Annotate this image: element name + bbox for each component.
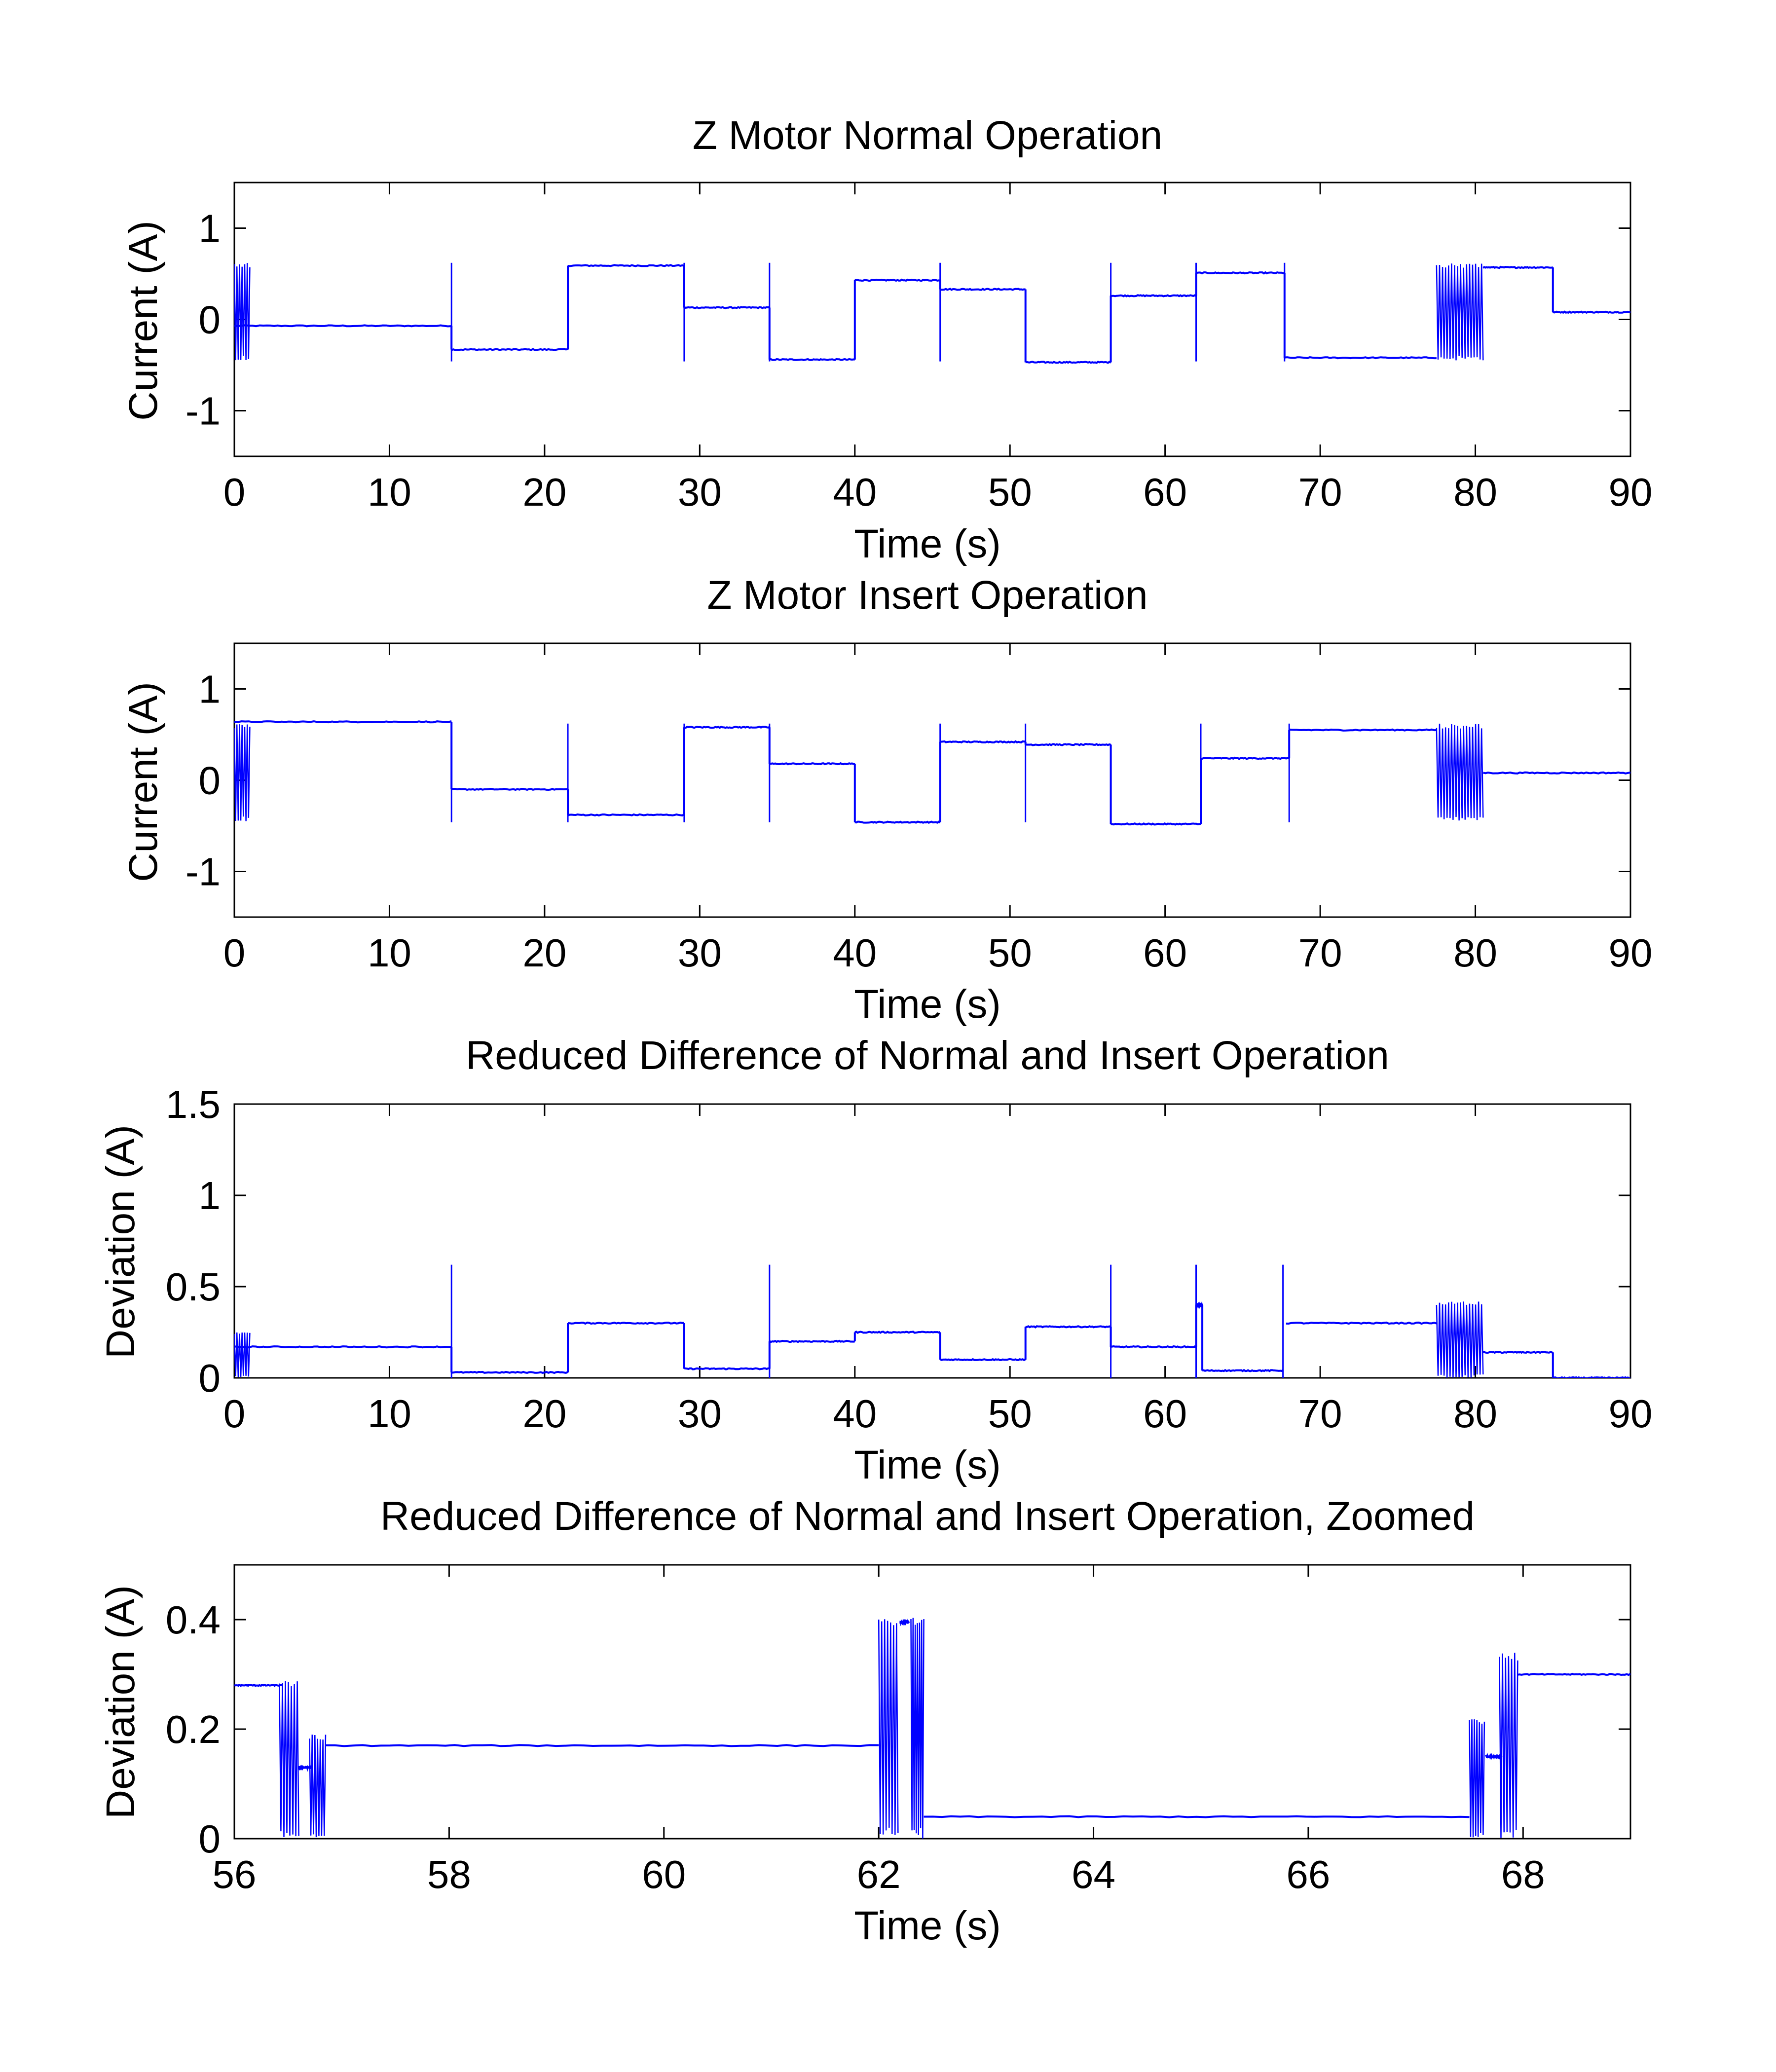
x-tick-label: 60	[1143, 1392, 1187, 1436]
y-tick-label: 0.4	[166, 1598, 221, 1642]
oscillation-band	[1499, 1653, 1518, 1838]
x-tick-label: 70	[1298, 470, 1342, 514]
axes-frame	[233, 1564, 1631, 1840]
x-tick-label: 66	[1286, 1852, 1330, 1896]
x-tick-label: 20	[522, 470, 566, 514]
plot-2: 0 10 20 30 40 50 60 70 80 90-101	[185, 642, 1653, 975]
x-tick-label: 60	[1143, 931, 1187, 975]
x-tick-label: 80	[1453, 1392, 1497, 1436]
y-tick-label: 0	[199, 1356, 221, 1400]
oscillation-band	[234, 724, 251, 821]
y-tick-label: 1.5	[166, 1082, 221, 1126]
x-tick-label: 50	[988, 470, 1032, 514]
x-tick-label: 10	[368, 470, 411, 514]
subplot-normal-operation: Z Motor Normal Operation Time (s) Curren…	[121, 113, 1162, 566]
trace-group	[234, 720, 1630, 826]
x-tick-label: 70	[1298, 1392, 1342, 1436]
y-axis-label-1: Current (A)	[121, 221, 166, 421]
chart-title-3: Reduced Difference of Normal and Insert …	[466, 1033, 1389, 1078]
y-tick-label: -1	[185, 850, 221, 894]
x-tick-label: 56	[213, 1852, 257, 1896]
chart-title-1: Z Motor Normal Operation	[693, 113, 1162, 158]
x-tick-label: 80	[1453, 470, 1497, 514]
y-tick-label: -1	[185, 389, 221, 433]
plot-3: 0 10 20 30 40 50 60 70 80 90 0 0.5 1 1.5	[166, 1082, 1653, 1436]
plot-1: 0 10 20 30 40 50 60 70 80 90-101	[185, 182, 1653, 514]
x-axis-label-2: Time (s)	[854, 982, 1001, 1027]
x-tick-label: 40	[833, 931, 877, 975]
oscillation-band	[1469, 1719, 1485, 1838]
x-axis-label-4: Time (s)	[854, 1903, 1001, 1948]
x-tick-label: 10	[368, 1392, 411, 1436]
oscillation-band	[309, 1735, 327, 1838]
x-tick-label: 68	[1501, 1852, 1545, 1896]
oscillation-band	[878, 1619, 899, 1835]
x-axis-label-3: Time (s)	[854, 1443, 1001, 1487]
x-tick-label: 90	[1609, 931, 1653, 975]
x-axis-label-1: Time (s)	[854, 521, 1001, 566]
oscillation-band	[234, 262, 251, 361]
oscillation-band	[1436, 263, 1484, 361]
oscillation-band	[1436, 723, 1484, 821]
subplot-insert-operation: Z Motor Insert Operation Time (s) Curren…	[121, 573, 1148, 1027]
x-tick-label: 60	[642, 1852, 686, 1896]
oscillation-band	[234, 1332, 251, 1377]
x-tick-label: 50	[988, 931, 1032, 975]
y-tick-label: 0	[199, 1817, 221, 1861]
trace-group	[234, 1618, 1630, 1839]
x-tick-label: 20	[522, 931, 566, 975]
x-tick-label: 90	[1609, 470, 1653, 514]
x-tick-label: 64	[1072, 1852, 1115, 1896]
subplot-reduced-difference: Reduced Difference of Normal and Insert …	[98, 1033, 1389, 1487]
subplot-reduced-difference-zoomed: Reduced Difference of Normal and Insert …	[98, 1494, 1475, 1948]
x-tick-label: 10	[368, 931, 411, 975]
x-tick-label: 30	[678, 931, 722, 975]
y-tick-label: 0.5	[166, 1265, 221, 1309]
chart-title-4: Reduced Difference of Normal and Insert …	[380, 1494, 1475, 1539]
x-tick-label: 20	[522, 1392, 566, 1436]
x-tick-label: 40	[833, 1392, 877, 1436]
x-tick-label: 90	[1609, 1392, 1653, 1436]
plot-4: 56 58 60 62 64 66 68 0 0.2 0.4	[166, 1564, 1631, 1896]
y-tick-label: 1	[199, 1174, 221, 1218]
x-tick-label: 0	[223, 470, 246, 514]
y-tick-label: 0.2	[166, 1707, 221, 1751]
axes-frame	[233, 1103, 1631, 1379]
trace-group	[234, 262, 1630, 364]
y-tick-label: 1	[199, 207, 221, 251]
y-tick-label: 0	[199, 759, 221, 803]
x-tick-label: 30	[678, 470, 722, 514]
x-tick-label: 30	[678, 1392, 722, 1436]
x-tick-label: 80	[1453, 931, 1497, 975]
oscillation-band	[279, 1681, 299, 1837]
x-tick-label: 70	[1298, 931, 1342, 975]
x-tick-label: 60	[1143, 470, 1187, 514]
y-axis-label-2: Current (A)	[121, 682, 166, 882]
oscillation-band	[1436, 1301, 1484, 1378]
y-tick-label: 0	[199, 298, 221, 342]
chart-title-2: Z Motor Insert Operation	[707, 573, 1147, 618]
y-axis-label-3: Deviation (A)	[98, 1125, 143, 1359]
y-axis-label-4: Deviation (A)	[98, 1585, 143, 1819]
x-tick-label: 58	[427, 1852, 471, 1896]
y-tick-label: 1	[199, 667, 221, 711]
oscillation-band	[910, 1618, 925, 1839]
x-tick-label: 50	[988, 1392, 1032, 1436]
x-tick-label: 40	[833, 470, 877, 514]
x-tick-label: 0	[223, 931, 246, 975]
series-line	[234, 1619, 1630, 1818]
trace-group	[234, 1264, 1630, 1378]
x-tick-label: 0	[223, 1392, 246, 1436]
x-tick-label: 62	[857, 1852, 901, 1896]
